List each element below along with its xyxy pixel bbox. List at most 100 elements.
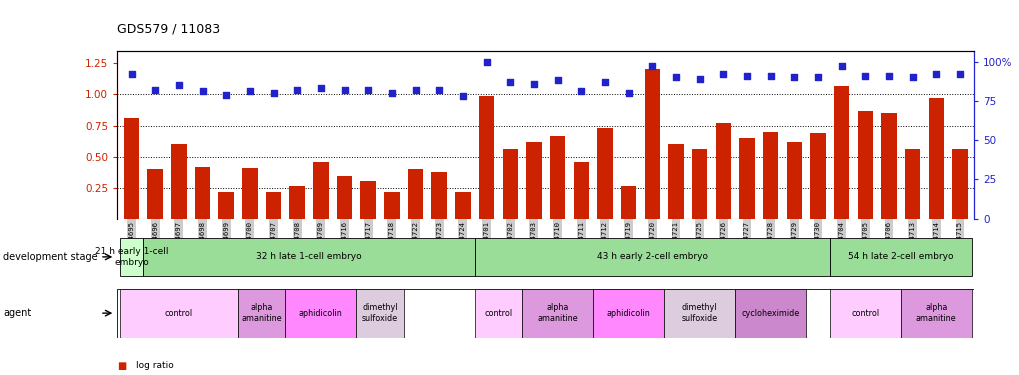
Text: 54 h late 2-cell embryo: 54 h late 2-cell embryo — [847, 252, 953, 261]
Bar — [644, 69, 659, 219]
Point — [383, 90, 399, 96]
Bar — [356, 289, 404, 338]
Bar — [900, 289, 971, 338]
Point — [218, 92, 234, 98]
Bar — [596, 128, 612, 219]
Bar — [313, 162, 328, 219]
Bar — [592, 289, 663, 338]
Text: control: control — [850, 309, 878, 318]
Bar — [454, 192, 470, 219]
Bar — [195, 167, 210, 219]
Bar — [904, 149, 919, 219]
Bar — [408, 170, 423, 219]
Bar — [478, 96, 494, 219]
Point — [431, 87, 447, 93]
Text: 21 h early 1-cell
embryo: 21 h early 1-cell embryo — [95, 247, 168, 267]
Text: agent: agent — [3, 308, 32, 318]
Bar — [786, 142, 801, 219]
Text: ■: ■ — [117, 361, 126, 370]
Bar — [522, 289, 592, 338]
Text: alpha
amanitine: alpha amanitine — [537, 303, 578, 323]
Point — [620, 90, 636, 96]
Bar — [336, 176, 352, 219]
Text: 43 h early 2-cell embryo: 43 h early 2-cell embryo — [596, 252, 707, 261]
Text: alpha
amanitine: alpha amanitine — [242, 303, 281, 323]
Point — [336, 87, 353, 93]
Bar — [735, 289, 805, 338]
Bar — [952, 149, 967, 219]
Point — [407, 87, 423, 93]
Bar — [828, 238, 971, 276]
Bar — [714, 123, 731, 219]
Text: aphidicolin: aphidicolin — [606, 309, 650, 318]
Bar — [360, 181, 376, 219]
Bar — [285, 289, 356, 338]
Bar — [927, 98, 943, 219]
Point — [501, 79, 518, 85]
Text: development stage: development stage — [3, 252, 98, 262]
Point — [573, 88, 589, 94]
Bar — [242, 168, 257, 219]
Bar — [474, 238, 828, 276]
Bar — [828, 289, 900, 338]
Point — [951, 71, 967, 77]
Point — [313, 85, 329, 91]
Text: 32 h late 1-cell embryo: 32 h late 1-cell embryo — [256, 252, 362, 261]
Point — [123, 71, 140, 77]
Bar — [691, 149, 706, 219]
Point — [856, 73, 872, 79]
Text: log ratio: log ratio — [136, 361, 173, 370]
Bar — [857, 111, 872, 219]
Bar — [289, 186, 305, 219]
Bar — [834, 86, 849, 219]
Bar — [667, 144, 683, 219]
Point — [170, 82, 186, 88]
Point — [195, 88, 211, 94]
Text: dimethyl
sulfoxide: dimethyl sulfoxide — [681, 303, 717, 323]
Text: cycloheximide: cycloheximide — [741, 309, 799, 318]
Bar — [119, 289, 237, 338]
Bar — [549, 136, 565, 219]
Point — [360, 87, 376, 93]
Text: alpha
amanitine: alpha amanitine — [915, 303, 956, 323]
Bar — [119, 238, 144, 276]
Point — [288, 87, 305, 93]
Bar — [384, 192, 399, 219]
Bar — [880, 113, 896, 219]
Text: control: control — [165, 309, 193, 318]
Bar — [474, 289, 522, 338]
Bar — [144, 238, 474, 276]
Point — [667, 74, 684, 80]
Point — [242, 88, 258, 94]
Bar — [431, 172, 446, 219]
Bar — [266, 192, 281, 219]
Text: GDS579 / 11083: GDS579 / 11083 — [117, 22, 220, 36]
Point — [714, 71, 731, 77]
Bar — [237, 289, 285, 338]
Text: dimethyl
sulfoxide: dimethyl sulfoxide — [362, 303, 397, 323]
Bar — [502, 149, 518, 219]
Bar — [762, 132, 777, 219]
Bar — [573, 162, 588, 219]
Point — [738, 73, 754, 79]
Point — [643, 63, 659, 69]
Point — [904, 74, 920, 80]
Text: aphidicolin: aphidicolin — [299, 309, 342, 318]
Point — [478, 58, 494, 64]
Point — [454, 93, 471, 99]
Bar — [809, 133, 824, 219]
Point — [833, 63, 849, 69]
Point — [786, 74, 802, 80]
Point — [525, 81, 541, 87]
Point — [761, 73, 777, 79]
Bar — [218, 192, 233, 219]
Point — [879, 73, 896, 79]
Bar — [123, 118, 139, 219]
Text: control: control — [484, 309, 512, 318]
Bar — [739, 138, 754, 219]
Point — [147, 87, 163, 93]
Bar — [621, 186, 636, 219]
Point — [549, 78, 566, 84]
Point — [691, 76, 707, 82]
Point — [927, 71, 944, 77]
